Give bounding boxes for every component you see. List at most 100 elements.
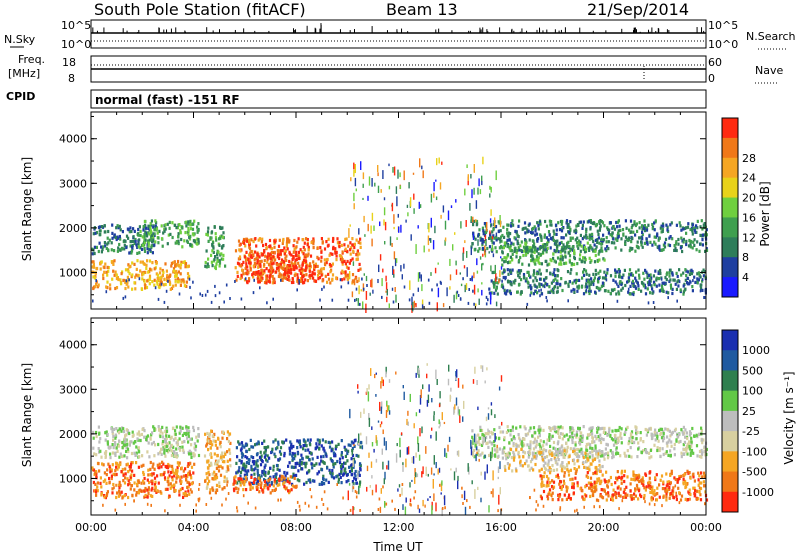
power-cell bbox=[498, 221, 501, 225]
velocity-cell bbox=[288, 489, 291, 493]
velocity-cell bbox=[288, 491, 291, 495]
power-cell bbox=[351, 273, 355, 277]
velocity-cell bbox=[283, 476, 286, 480]
velocity-cell bbox=[478, 453, 481, 457]
velocity-cell bbox=[137, 491, 140, 495]
power-cell bbox=[405, 219, 407, 223]
velocity-cell bbox=[673, 453, 676, 457]
power-cell bbox=[556, 247, 559, 251]
power-cell bbox=[576, 262, 579, 266]
power-cell bbox=[353, 162, 355, 170]
power-cell bbox=[500, 256, 502, 259]
power-cell bbox=[593, 222, 596, 226]
velocity-cell bbox=[107, 445, 110, 449]
cpid-mode: normal (fast) -151 RF bbox=[95, 93, 240, 107]
power-cell bbox=[528, 273, 531, 277]
velocity-cell bbox=[121, 496, 124, 500]
velocity-cell bbox=[302, 444, 305, 448]
power-cell bbox=[103, 230, 106, 234]
power-cell bbox=[209, 236, 212, 240]
power-cell bbox=[689, 242, 692, 246]
power-cell bbox=[466, 267, 468, 277]
velocity-cell bbox=[605, 452, 608, 456]
power-cell bbox=[269, 244, 272, 248]
power-cell bbox=[555, 282, 558, 286]
velocity-cell bbox=[512, 435, 515, 439]
velocity-cell bbox=[669, 434, 672, 438]
power-cell bbox=[281, 241, 284, 245]
power-cell bbox=[604, 273, 608, 277]
power-cell bbox=[536, 239, 539, 243]
power-cell bbox=[489, 294, 492, 305]
power-cell bbox=[427, 278, 430, 282]
velocity-cell bbox=[334, 444, 338, 448]
velocity-cell bbox=[339, 464, 343, 469]
power-cell bbox=[641, 230, 644, 234]
power-cell bbox=[207, 226, 210, 230]
power-cell bbox=[372, 289, 374, 294]
velocity-cell bbox=[688, 440, 691, 444]
power-cell bbox=[362, 283, 365, 292]
power-cell bbox=[144, 286, 147, 290]
power-cell bbox=[123, 243, 126, 247]
power-cell bbox=[685, 226, 688, 230]
power-cell bbox=[629, 284, 632, 288]
power-cell bbox=[377, 172, 379, 177]
power-cell bbox=[260, 271, 263, 275]
power-cell bbox=[617, 290, 620, 294]
power-cell bbox=[661, 287, 664, 291]
velocity-cell bbox=[679, 439, 682, 444]
power-cell bbox=[482, 229, 485, 233]
velocity-cell bbox=[611, 456, 614, 460]
power-cell bbox=[440, 214, 442, 219]
power-cell bbox=[196, 225, 199, 229]
power-cell bbox=[133, 241, 136, 245]
velocity-cell bbox=[147, 441, 150, 445]
power-cell bbox=[567, 251, 570, 255]
power-cell bbox=[670, 221, 673, 225]
velocity-cell bbox=[274, 473, 277, 477]
power-cell bbox=[241, 268, 244, 272]
velocity-cell bbox=[541, 449, 544, 453]
power-cell bbox=[656, 232, 659, 236]
velocity-cell bbox=[168, 464, 171, 468]
power-cell bbox=[291, 257, 294, 262]
power-cell bbox=[563, 261, 566, 266]
velocity-cell bbox=[549, 426, 552, 431]
velocity-cell bbox=[249, 487, 252, 491]
power-cell bbox=[207, 257, 210, 261]
power-cell bbox=[651, 227, 654, 231]
power-cell bbox=[452, 244, 454, 251]
velocity-cell bbox=[591, 440, 594, 444]
power-cell bbox=[98, 225, 101, 229]
velocity-cell bbox=[117, 465, 120, 469]
velocity-cell bbox=[153, 476, 157, 480]
power-cell bbox=[662, 281, 666, 285]
velocity-cell bbox=[604, 431, 607, 435]
power-cell bbox=[566, 241, 569, 245]
power-cell bbox=[607, 247, 610, 251]
power-cell bbox=[153, 232, 156, 236]
power-cell bbox=[282, 259, 285, 264]
power-cell bbox=[171, 221, 174, 225]
velocity-cell bbox=[139, 438, 142, 443]
velocity-cell bbox=[118, 486, 121, 490]
velocity-cell bbox=[140, 432, 143, 437]
power-cell bbox=[257, 238, 260, 242]
power-cell bbox=[298, 281, 301, 285]
power-cell bbox=[591, 232, 594, 236]
velocity-cell bbox=[161, 460, 164, 464]
power-cell bbox=[620, 282, 623, 286]
power-cell bbox=[598, 221, 601, 225]
power-cell bbox=[516, 233, 519, 237]
velocity-cell bbox=[606, 443, 609, 447]
power-cell bbox=[661, 281, 664, 285]
power-cell bbox=[600, 242, 603, 246]
power-cell bbox=[433, 192, 435, 198]
velocity-cell bbox=[487, 432, 490, 436]
power-cell bbox=[340, 285, 343, 289]
power-cell bbox=[314, 264, 317, 269]
power-cell bbox=[264, 254, 267, 258]
velocity-cell bbox=[473, 455, 476, 459]
power-cell bbox=[120, 282, 123, 286]
